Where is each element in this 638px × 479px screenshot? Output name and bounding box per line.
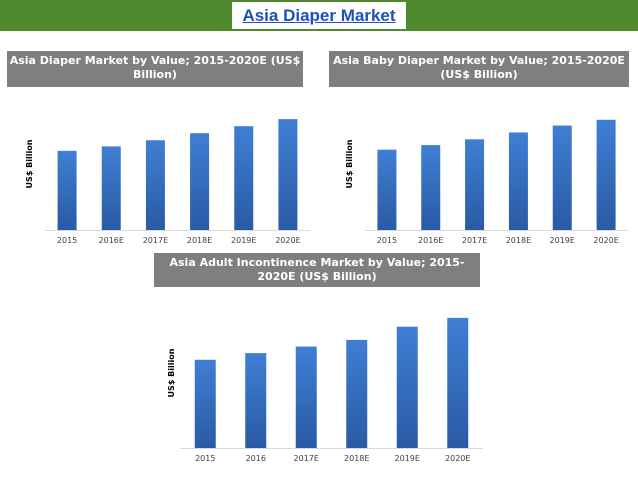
bar-2020E — [447, 317, 469, 448]
y-axis-label: US$ Billion — [25, 139, 34, 188]
chart-1-svg: 2015 2016E 2017E 2018E 2019E 2020E US$ Billion — [25, 119, 310, 245]
bar-2015 — [194, 359, 216, 448]
bar-2017E — [145, 140, 165, 230]
bar-2018E — [346, 339, 368, 448]
bar-2020E — [278, 119, 298, 230]
bar-2020E — [596, 119, 616, 230]
bar-2015 — [377, 149, 397, 230]
chart-2-svg: 2015 2016E 2017E 2018E 2019E 2020E US$ Billion — [345, 119, 628, 245]
chart-3-panel: 2015 2016 2017E 2018E 2019E 2020E US$ Billion — [150, 288, 490, 468]
bar-2017E — [465, 139, 485, 230]
bar-2019E — [396, 326, 418, 448]
page-title[interactable]: Asia Diaper Market — [242, 5, 396, 25]
x-tick-label: 2018E — [506, 236, 531, 245]
bar-2016 — [245, 353, 267, 448]
bar-2016E — [421, 145, 441, 230]
x-tick-label: 2017E — [294, 454, 319, 463]
bar-2017E — [295, 346, 317, 448]
bar-2016E — [101, 146, 121, 230]
x-tick-label: 2019E — [231, 236, 256, 245]
x-tick-label: 2016E — [99, 236, 124, 245]
x-tick-label: 2019E — [550, 236, 575, 245]
y-axis-label: US$ Billion — [167, 348, 176, 397]
x-tick-label: 2015 — [195, 454, 215, 463]
x-tick-label: 2016 — [246, 454, 266, 463]
x-tick-label: 2020E — [275, 236, 300, 245]
bar-2015 — [57, 150, 77, 230]
x-tick-label: 2015 — [57, 236, 77, 245]
chart-2-panel: 2015 2016E 2017E 2018E 2019E 2020E US$ Billion — [320, 88, 638, 250]
chart-1-header: Asia Diaper Market by Value; 2015-2020E … — [7, 51, 303, 87]
x-tick-label: 2016E — [418, 236, 443, 245]
x-tick-label: 2017E — [462, 236, 487, 245]
x-tick-label: 2018E — [344, 454, 369, 463]
title-bar: Asia Diaper Market — [0, 0, 638, 31]
chart-1-panel: 2015 2016E 2017E 2018E 2019E 2020E US$ Billion — [0, 88, 320, 250]
bar-2018E — [190, 133, 210, 230]
chart-2-header: Asia Baby Diaper Market by Value; 2015-2… — [329, 51, 629, 87]
x-tick-label: 2020E — [593, 236, 618, 245]
title-box: Asia Diaper Market — [232, 2, 406, 29]
chart-3-svg: 2015 2016 2017E 2018E 2019E 2020E US$ Billion — [167, 317, 483, 463]
x-tick-label: 2015 — [377, 236, 397, 245]
bar-2019E — [552, 125, 572, 230]
bar-2019E — [234, 126, 254, 230]
y-axis-label: US$ Billion — [345, 139, 354, 188]
chart-3-header: Asia Adult Incontinence Market by Value;… — [154, 253, 480, 287]
x-tick-label: 2020E — [445, 454, 470, 463]
x-tick-label: 2019E — [395, 454, 420, 463]
x-tick-label: 2018E — [187, 236, 212, 245]
bar-2018E — [508, 132, 528, 230]
x-tick-label: 2017E — [143, 236, 168, 245]
